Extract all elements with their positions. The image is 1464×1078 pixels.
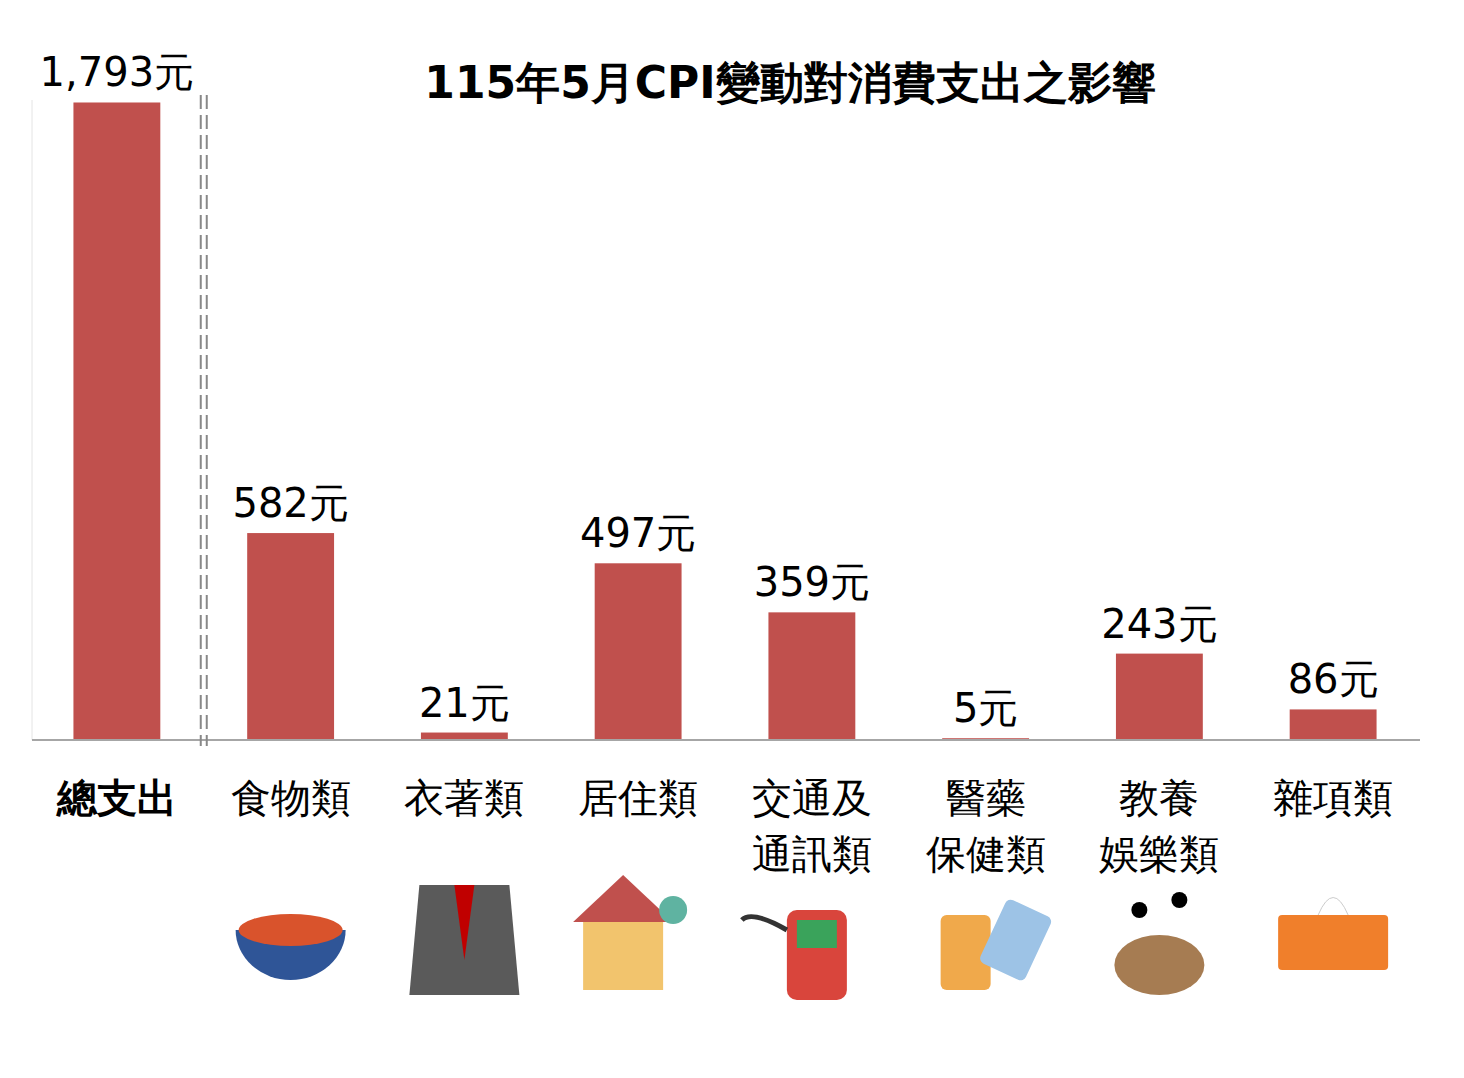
- category-line: 醫藥: [946, 775, 1026, 821]
- category-label: 總支出: [56, 775, 177, 821]
- data-label: 21元: [419, 680, 510, 726]
- bar: [1116, 654, 1203, 740]
- separator: [200, 95, 202, 746]
- category-label: 食物類: [231, 775, 351, 821]
- data-label: 5元: [953, 685, 1018, 731]
- bar: [247, 533, 334, 740]
- jacket: [409, 885, 519, 995]
- category-label: 交通及通訊類: [752, 775, 872, 877]
- bar: [595, 563, 682, 740]
- key: [659, 896, 687, 924]
- data-label: 1,793元: [40, 49, 195, 95]
- tie: [454, 885, 474, 960]
- data-label: 359元: [754, 559, 870, 605]
- icon: [742, 910, 847, 1000]
- icon: [1278, 898, 1388, 971]
- category-line: 交通及: [752, 775, 872, 821]
- icon: [573, 875, 687, 990]
- roof: [573, 875, 673, 922]
- bars: [73, 102, 1376, 740]
- category-line: 保健類: [926, 831, 1046, 877]
- data-label: 243元: [1101, 601, 1217, 647]
- bar: [768, 612, 855, 740]
- tissue: [1318, 898, 1348, 916]
- icon: [236, 914, 346, 980]
- note: [1171, 892, 1187, 908]
- bar: [73, 102, 160, 740]
- category-label: 醫藥保健類: [926, 775, 1046, 877]
- data-label: 497元: [580, 510, 696, 556]
- soup: [239, 914, 343, 946]
- data-label: 582元: [232, 480, 348, 526]
- icon: [409, 885, 519, 995]
- value-axis-line: [32, 100, 33, 740]
- category-label: 衣著類: [404, 775, 524, 821]
- category-line: 娛樂類: [1099, 831, 1219, 877]
- separator: [206, 95, 208, 746]
- palette: [1114, 935, 1204, 995]
- pills: [978, 898, 1053, 983]
- category-label: 教養娛樂類: [1099, 775, 1219, 877]
- bar: [1290, 709, 1377, 740]
- chart: 115年5月CPI變動對消費支出之影響 1,793元總支出 582元食物類 21元衣著…: [0, 0, 1464, 1078]
- note: [1131, 902, 1147, 918]
- category-label: 雜項類: [1273, 775, 1393, 821]
- bar: [421, 733, 508, 740]
- icon: [1114, 892, 1204, 995]
- category-line: 教養: [1119, 775, 1199, 821]
- baseline: [32, 739, 1420, 741]
- pump: [787, 910, 847, 1000]
- category-label: 居住類: [578, 775, 698, 821]
- category-line: 通訊類: [752, 831, 872, 877]
- icon: [941, 898, 1053, 990]
- pump-screen: [797, 920, 837, 948]
- house: [583, 920, 663, 990]
- tissue-box: [1278, 915, 1388, 970]
- hose: [742, 917, 787, 930]
- data-label: 86元: [1288, 656, 1379, 702]
- title: 115年5月CPI變動對消費支出之影響: [424, 57, 1155, 108]
